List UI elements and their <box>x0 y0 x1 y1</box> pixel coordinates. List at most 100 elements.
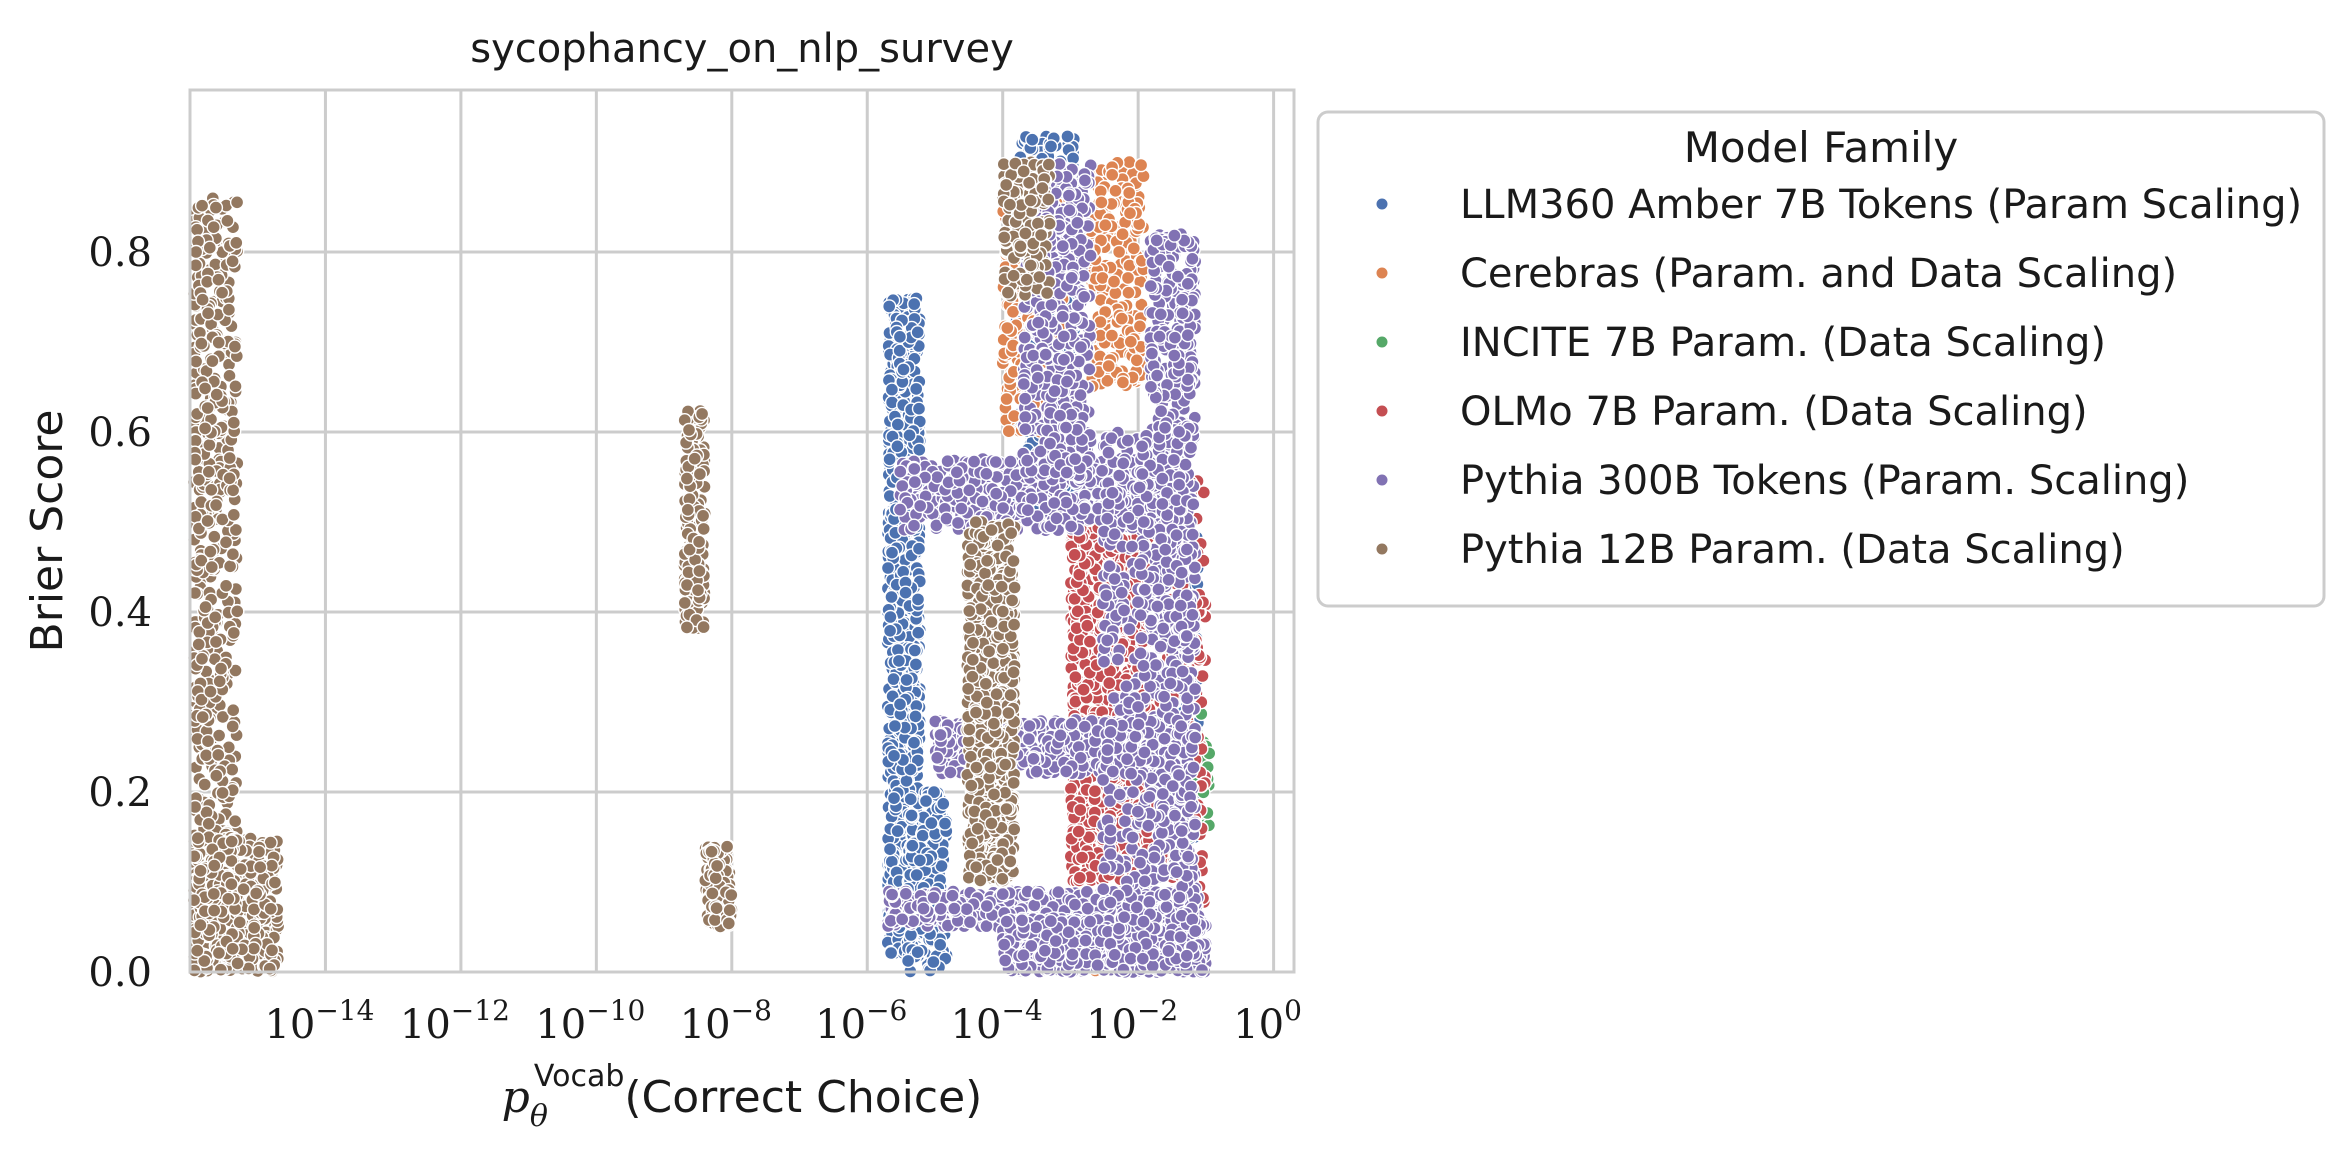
scatter-point <box>1123 334 1139 349</box>
scatter-point <box>906 735 922 750</box>
scatter-point <box>882 842 898 857</box>
scatter-point <box>1073 802 1088 818</box>
scatter-point <box>1104 328 1120 343</box>
scatter-point <box>940 454 955 469</box>
scatter-point <box>910 592 926 607</box>
scatter-point <box>1077 501 1092 516</box>
scatter-point <box>1072 870 1088 885</box>
scatter-point <box>1063 519 1079 534</box>
scatter-point <box>1060 129 1075 144</box>
scatter-point <box>1082 634 1098 649</box>
scatter-point <box>1029 764 1044 779</box>
scatter-point <box>880 560 896 576</box>
scatter-point <box>1121 185 1137 201</box>
scatter-point <box>936 796 951 811</box>
scatter-point <box>910 325 925 340</box>
scatter-point <box>886 791 902 806</box>
scatter-point <box>1101 358 1116 374</box>
scatter-point <box>1022 718 1037 734</box>
scatter-point <box>995 500 1011 516</box>
scatter-point <box>908 657 924 672</box>
scatter-point <box>1129 353 1145 368</box>
scatter-point <box>906 518 922 533</box>
scatter-point <box>1068 670 1083 685</box>
scatter-point <box>890 823 905 839</box>
scatter-point <box>909 381 924 397</box>
scatter-point <box>911 541 927 556</box>
scatter-point <box>1102 675 1117 691</box>
scatter-point <box>1030 886 1046 902</box>
scatter-point <box>1122 154 1137 170</box>
scatter-point <box>886 748 902 763</box>
scatter-point <box>1120 270 1136 286</box>
scatter-point <box>911 625 926 640</box>
scatter-point <box>954 501 969 516</box>
scatter-point <box>1106 274 1122 289</box>
scatter-point <box>883 945 899 961</box>
scatter-point <box>995 886 1010 902</box>
scatter-point <box>918 793 934 809</box>
scatter-point <box>907 461 922 477</box>
scatter-point <box>1076 682 1091 697</box>
scatter-point <box>1115 375 1131 390</box>
scatter-point <box>1098 217 1113 233</box>
scatter-point <box>962 914 978 930</box>
scatter-point <box>947 901 962 916</box>
scatter-point <box>959 902 974 917</box>
scatter-point <box>912 853 928 868</box>
scatter-point <box>1067 897 1083 912</box>
scatter-point <box>899 672 914 688</box>
scatter-point <box>933 727 948 743</box>
scatter-point <box>1059 495 1074 510</box>
scatter-point <box>1025 132 1040 147</box>
scatter-point <box>882 623 898 638</box>
scatter-point <box>933 901 948 916</box>
scatter-point <box>884 589 899 605</box>
scatter-point <box>910 945 925 960</box>
scatter-point <box>1046 495 1062 511</box>
scatter-point <box>979 466 994 481</box>
scatter-point <box>1121 285 1136 300</box>
scatter-point <box>1114 311 1130 326</box>
scatter-point <box>895 478 910 494</box>
scatter-point <box>895 912 910 927</box>
scatter-point <box>892 697 908 712</box>
scatter-point <box>966 454 982 469</box>
scatter-point <box>989 486 1004 501</box>
scatter-point <box>887 718 903 734</box>
scatter-point <box>882 299 897 314</box>
scatter-point <box>1021 731 1037 747</box>
scatter-point <box>949 465 964 480</box>
scatter-point <box>937 816 953 831</box>
scatter-point <box>890 439 905 454</box>
scatter-point <box>915 828 930 843</box>
scatter-point <box>916 901 931 916</box>
scatter-point <box>891 653 907 669</box>
scatter-point <box>943 765 958 780</box>
scatter-point <box>890 417 905 432</box>
scatter-point <box>909 867 924 883</box>
scatter-point <box>1020 503 1036 518</box>
scatter-point <box>1115 226 1130 242</box>
scatter-point <box>1043 139 1059 154</box>
scatter-point <box>979 898 994 914</box>
scatter-point <box>926 954 941 970</box>
scatter-point <box>1071 824 1086 839</box>
scatter-point <box>1053 728 1068 743</box>
scatter-point <box>903 792 918 807</box>
scatter-point <box>1122 205 1138 221</box>
scatter-point <box>1067 547 1082 562</box>
scatter-point <box>1003 454 1018 469</box>
scatter-point <box>884 382 900 397</box>
scatter-point <box>988 454 1003 470</box>
scatter-point <box>962 483 977 498</box>
scatter-point <box>882 452 897 467</box>
scatter-point <box>896 362 911 377</box>
scatter-point <box>924 815 939 831</box>
scatter-point <box>1001 424 1016 439</box>
scatter-point <box>898 886 913 901</box>
scatter-point <box>911 401 927 416</box>
scatter-point <box>1111 244 1127 260</box>
scatter-point <box>1080 618 1095 633</box>
